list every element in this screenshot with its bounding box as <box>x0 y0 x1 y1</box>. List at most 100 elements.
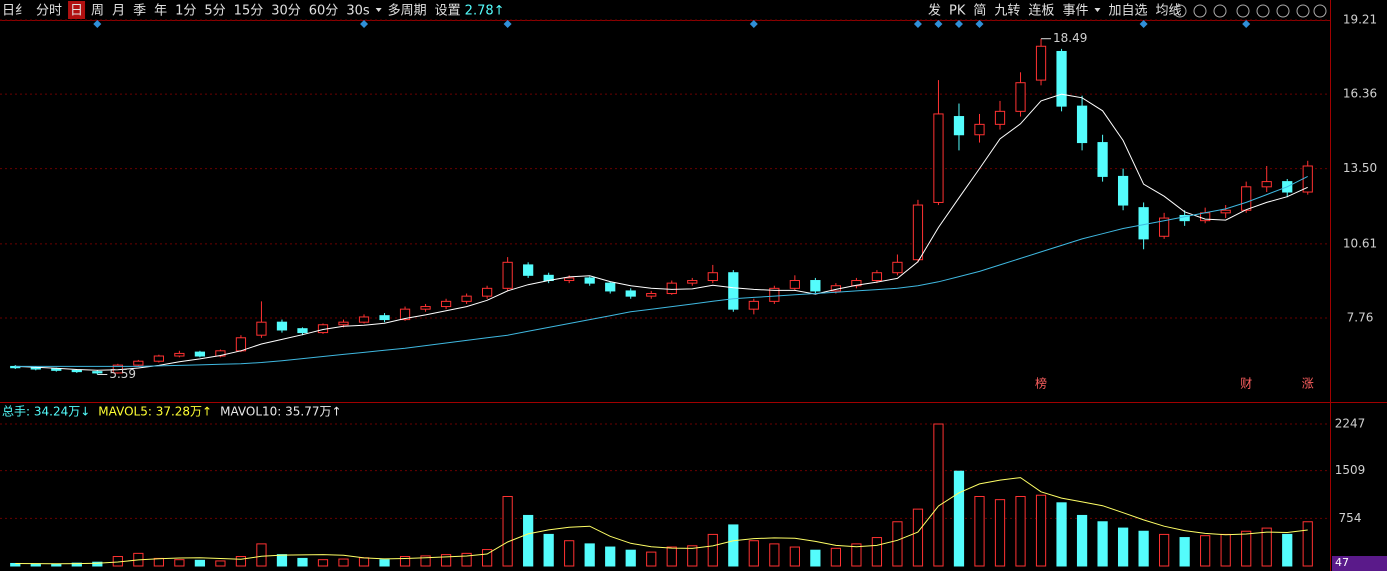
y-tick-label: 13.50 <box>1343 161 1377 175</box>
volume-bar <box>10 562 21 567</box>
toolbar-tab[interactable]: 事件 <box>1062 4 1088 19</box>
volume-bar <box>748 540 759 567</box>
toolbar-tab[interactable]: 30s <box>346 4 370 19</box>
tool-icon[interactable] <box>1276 4 1290 18</box>
candle-body <box>912 204 924 261</box>
volume-bar <box>912 508 924 567</box>
y-tick-label: 10.61 <box>1343 236 1377 250</box>
candle-body <box>687 280 698 284</box>
candle-body <box>1302 165 1313 193</box>
toolbar-tab[interactable]: 日 <box>70 4 83 19</box>
y-tick-label: 754 <box>1339 511 1362 525</box>
event-diamond[interactable] <box>954 20 963 28</box>
volume-bar <box>789 546 800 567</box>
event-diamond[interactable] <box>975 20 984 28</box>
volume-bar <box>892 521 903 567</box>
toolbar-tab[interactable]: 连板 <box>1028 3 1054 19</box>
tool-icon[interactable] <box>1213 4 1227 18</box>
candle-body <box>1261 181 1272 188</box>
candle-body <box>71 369 82 373</box>
toolbar-tab[interactable]: 简 <box>973 3 986 19</box>
event-diamond[interactable] <box>360 20 369 28</box>
toolbar-tab[interactable]: 设置 <box>435 4 461 19</box>
tool-icon[interactable] <box>1236 4 1250 18</box>
candle-body <box>1117 175 1129 206</box>
tool-icon[interactable] <box>1313 4 1327 18</box>
candle-body <box>974 123 985 136</box>
event-diamond[interactable] <box>1242 20 1251 28</box>
toolbar-tab[interactable]: 分时 <box>36 4 62 19</box>
volume-bar <box>994 499 1006 567</box>
volume-bar <box>420 555 431 567</box>
corner-box <box>1332 556 1387 571</box>
volume-bar <box>584 543 595 567</box>
event-marker[interactable]: 榜 <box>1035 376 1047 391</box>
volume-bar <box>276 554 288 567</box>
volume-bar <box>1302 521 1313 567</box>
toolbar-tab[interactable]: 发 <box>928 3 941 19</box>
volume-bar <box>1076 514 1088 567</box>
toolbar-tab[interactable]: 九转 <box>994 4 1020 19</box>
toolbar-tab[interactable]: 1分 <box>175 4 196 19</box>
candle-body <box>953 116 965 136</box>
event-diamond[interactable] <box>93 20 102 28</box>
toolbar-tab[interactable]: 多周期 <box>388 3 427 19</box>
toolbar-tab[interactable]: 5分 <box>204 4 225 19</box>
event-diamond[interactable] <box>749 20 758 28</box>
volume-bar <box>543 533 554 567</box>
event-diamond[interactable] <box>503 20 512 28</box>
candle-body <box>235 337 247 352</box>
candle-body <box>564 277 575 282</box>
toolbar-tab[interactable]: 加自选 <box>1108 4 1147 19</box>
event-marker[interactable]: 财 <box>1240 377 1252 391</box>
toolbar-tab[interactable]: 年 <box>154 4 167 19</box>
tool-icon[interactable] <box>1296 4 1310 18</box>
volume-bar <box>51 563 62 567</box>
candle-body <box>810 280 821 292</box>
candle-body <box>482 287 493 297</box>
candle-body <box>707 272 718 282</box>
ma-line <box>15 93 1308 371</box>
candle-body <box>420 306 431 310</box>
candle-body <box>666 282 677 295</box>
volume-bar <box>666 546 677 567</box>
toolbar-tab[interactable]: 季 <box>133 4 146 19</box>
tool-icon[interactable] <box>1256 4 1270 18</box>
toolbar-tab[interactable]: 月 <box>112 4 125 19</box>
dropdown-icon <box>1094 8 1101 12</box>
volume-bar <box>1035 494 1047 567</box>
volume-bar <box>1261 527 1272 567</box>
candle-body <box>748 300 759 310</box>
candle-body <box>625 290 636 297</box>
candle-body <box>1056 50 1067 107</box>
volume-bar <box>564 540 575 567</box>
candle-body <box>789 280 800 289</box>
candle-body <box>399 308 411 321</box>
event-diamond[interactable] <box>1139 20 1148 28</box>
volume-bar <box>1179 537 1190 567</box>
candle-body <box>256 321 267 336</box>
candle-body <box>851 280 862 287</box>
event-diamond[interactable] <box>913 20 922 28</box>
volume-bar <box>728 524 739 567</box>
toolbar-tab[interactable]: 60分 <box>309 4 339 19</box>
volume-bar <box>256 543 267 567</box>
volume-bar <box>297 557 308 567</box>
volume-bar <box>1241 530 1252 567</box>
volume-bar <box>871 537 883 567</box>
event-diamond[interactable] <box>934 20 943 28</box>
event-marker[interactable]: 涨 <box>1302 376 1314 391</box>
volume-bar <box>1282 533 1293 567</box>
volume-bar <box>605 546 616 567</box>
tool-icon[interactable] <box>1193 4 1207 18</box>
low-label: 5.59 <box>109 367 136 381</box>
candle-body <box>133 360 144 366</box>
toolbar-tab[interactable]: 30分 <box>271 4 301 19</box>
ma-line <box>15 175 1308 367</box>
toolbar-tab[interactable]: 周 <box>91 4 104 19</box>
tool-icon[interactable] <box>1173 4 1187 18</box>
toolbar-tab[interactable]: PK <box>949 4 966 19</box>
toolbar-tab[interactable]: 日纟 <box>2 4 28 19</box>
volume-bar <box>769 543 780 567</box>
toolbar-tab[interactable]: 15分 <box>234 4 264 19</box>
